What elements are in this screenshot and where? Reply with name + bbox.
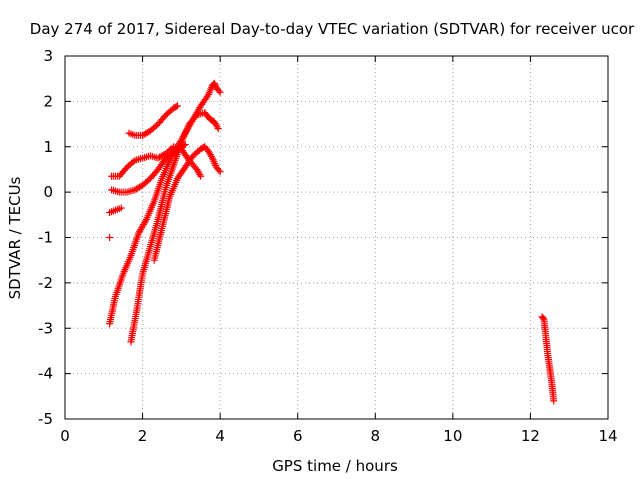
- x-axis-label: GPS time / hours: [272, 457, 398, 475]
- x-tick-label: 4: [215, 427, 225, 445]
- data-point: [215, 166, 223, 174]
- y-axis-label: SDTVAR / TECUs: [6, 176, 24, 299]
- data-point: [117, 204, 125, 212]
- series-track-6: [125, 102, 181, 139]
- chart-title: Day 274 of 2017, Sidereal Day-to-day VTE…: [30, 20, 635, 38]
- data-point: [180, 141, 188, 149]
- plot-frame: [64, 55, 609, 420]
- data-point: [173, 102, 181, 110]
- x-tick-label: 12: [521, 427, 540, 445]
- data-point: [215, 87, 223, 95]
- x-tick-label: 0: [60, 427, 70, 445]
- data-point: [181, 140, 189, 148]
- data-point: [214, 125, 222, 133]
- y-tick-label: 1: [43, 138, 53, 156]
- x-tick-label: 6: [293, 427, 303, 445]
- y-tick-label: -3: [38, 319, 53, 337]
- y-tick-label: 0: [43, 183, 53, 201]
- data-point: [141, 217, 149, 225]
- series-track-9: [538, 313, 558, 405]
- data-point: [216, 168, 224, 176]
- y-tick-label: -1: [38, 229, 53, 247]
- y-tick-label: 3: [43, 47, 53, 65]
- y-tick-label: -4: [38, 365, 53, 383]
- series-track-2: [127, 109, 222, 346]
- data-point: [550, 397, 558, 405]
- data-point: [106, 234, 114, 241]
- x-tick-label: 14: [598, 427, 617, 445]
- data-point: [216, 88, 224, 96]
- data-point: [196, 171, 204, 179]
- data-point: [207, 152, 215, 160]
- y-tick-label: 2: [43, 92, 53, 110]
- x-tick-label: 8: [371, 427, 381, 445]
- series-track-7: [106, 204, 125, 217]
- data-point: [210, 79, 218, 87]
- y-tick-label: -2: [38, 274, 53, 292]
- grid-layer: [65, 56, 608, 419]
- y-tick-label: -5: [38, 410, 53, 428]
- x-tick-label: 10: [443, 427, 462, 445]
- data-point: [211, 81, 219, 89]
- data-point: [172, 103, 180, 111]
- data-point: [213, 123, 221, 131]
- x-tick-label: 2: [138, 427, 148, 445]
- series-track-5: [108, 140, 189, 196]
- data-point: [539, 314, 547, 322]
- series-track-8: [106, 234, 114, 241]
- points-layer: [106, 79, 558, 405]
- data-point: [197, 172, 205, 180]
